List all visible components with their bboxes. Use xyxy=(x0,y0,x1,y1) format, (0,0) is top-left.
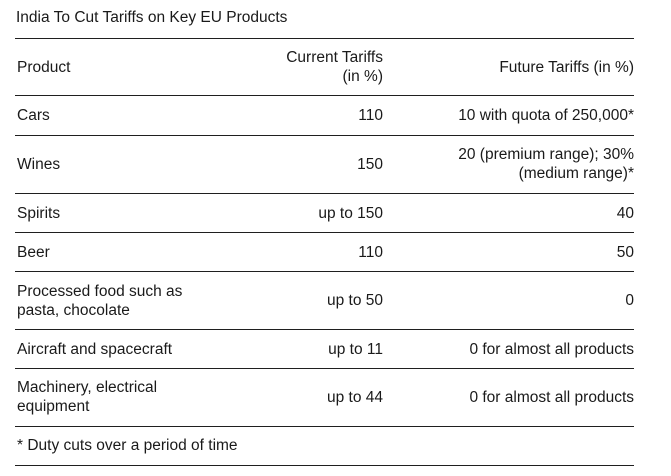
bottom-rule xyxy=(15,465,634,466)
row-beer-product: Beer xyxy=(17,244,50,261)
row-rule xyxy=(15,135,634,136)
row-cars-future: 10 with quota of 250,000* xyxy=(458,107,634,124)
row-rule xyxy=(15,426,634,427)
table-title: India To Cut Tariffs on Key EU Products xyxy=(16,9,288,26)
row-rule xyxy=(15,329,634,330)
row-aircraft-current: up to 11 xyxy=(328,341,383,358)
row-wines-future: 20 (premium range); 30% (medium range)* xyxy=(458,146,634,182)
header-future-tariffs: Future Tariffs (in %) xyxy=(499,59,634,76)
row-spirits-future: 40 xyxy=(616,205,634,222)
footnote: * Duty cuts over a period of time xyxy=(17,437,238,454)
header-product: Product xyxy=(17,59,71,76)
row-machinery-future: 0 for almost all products xyxy=(469,389,634,406)
row-rule xyxy=(15,271,634,272)
row-machinery-current: up to 44 xyxy=(326,389,383,406)
top-rule xyxy=(15,38,634,39)
row-beer-future: 50 xyxy=(616,244,634,261)
header-current-tariffs: Current Tariffs (in %) xyxy=(286,49,383,85)
row-spirits-product: Spirits xyxy=(17,205,61,222)
row-cars-current: 110 xyxy=(358,107,383,124)
row-rule xyxy=(15,193,634,194)
row-aircraft-future: 0 for almost all products xyxy=(469,341,634,358)
row-spirits-current: up to 150 xyxy=(318,205,383,222)
row-aircraft-product: Aircraft and spacecraft xyxy=(17,341,173,358)
row-processed-food-current: up to 50 xyxy=(326,292,383,309)
row-rule xyxy=(15,368,634,369)
row-machinery-product: Machinery, electrical equipment xyxy=(17,379,158,415)
row-cars-product: Cars xyxy=(17,107,50,124)
row-processed-food-future: 0 xyxy=(625,292,634,309)
row-wines-current: 150 xyxy=(357,156,383,173)
header-rule xyxy=(15,95,634,96)
row-wines-product: Wines xyxy=(17,156,61,173)
row-beer-current: 110 xyxy=(358,244,383,261)
row-processed-food-product: Processed food such as pasta, chocolate xyxy=(17,283,183,319)
row-rule xyxy=(15,232,634,233)
